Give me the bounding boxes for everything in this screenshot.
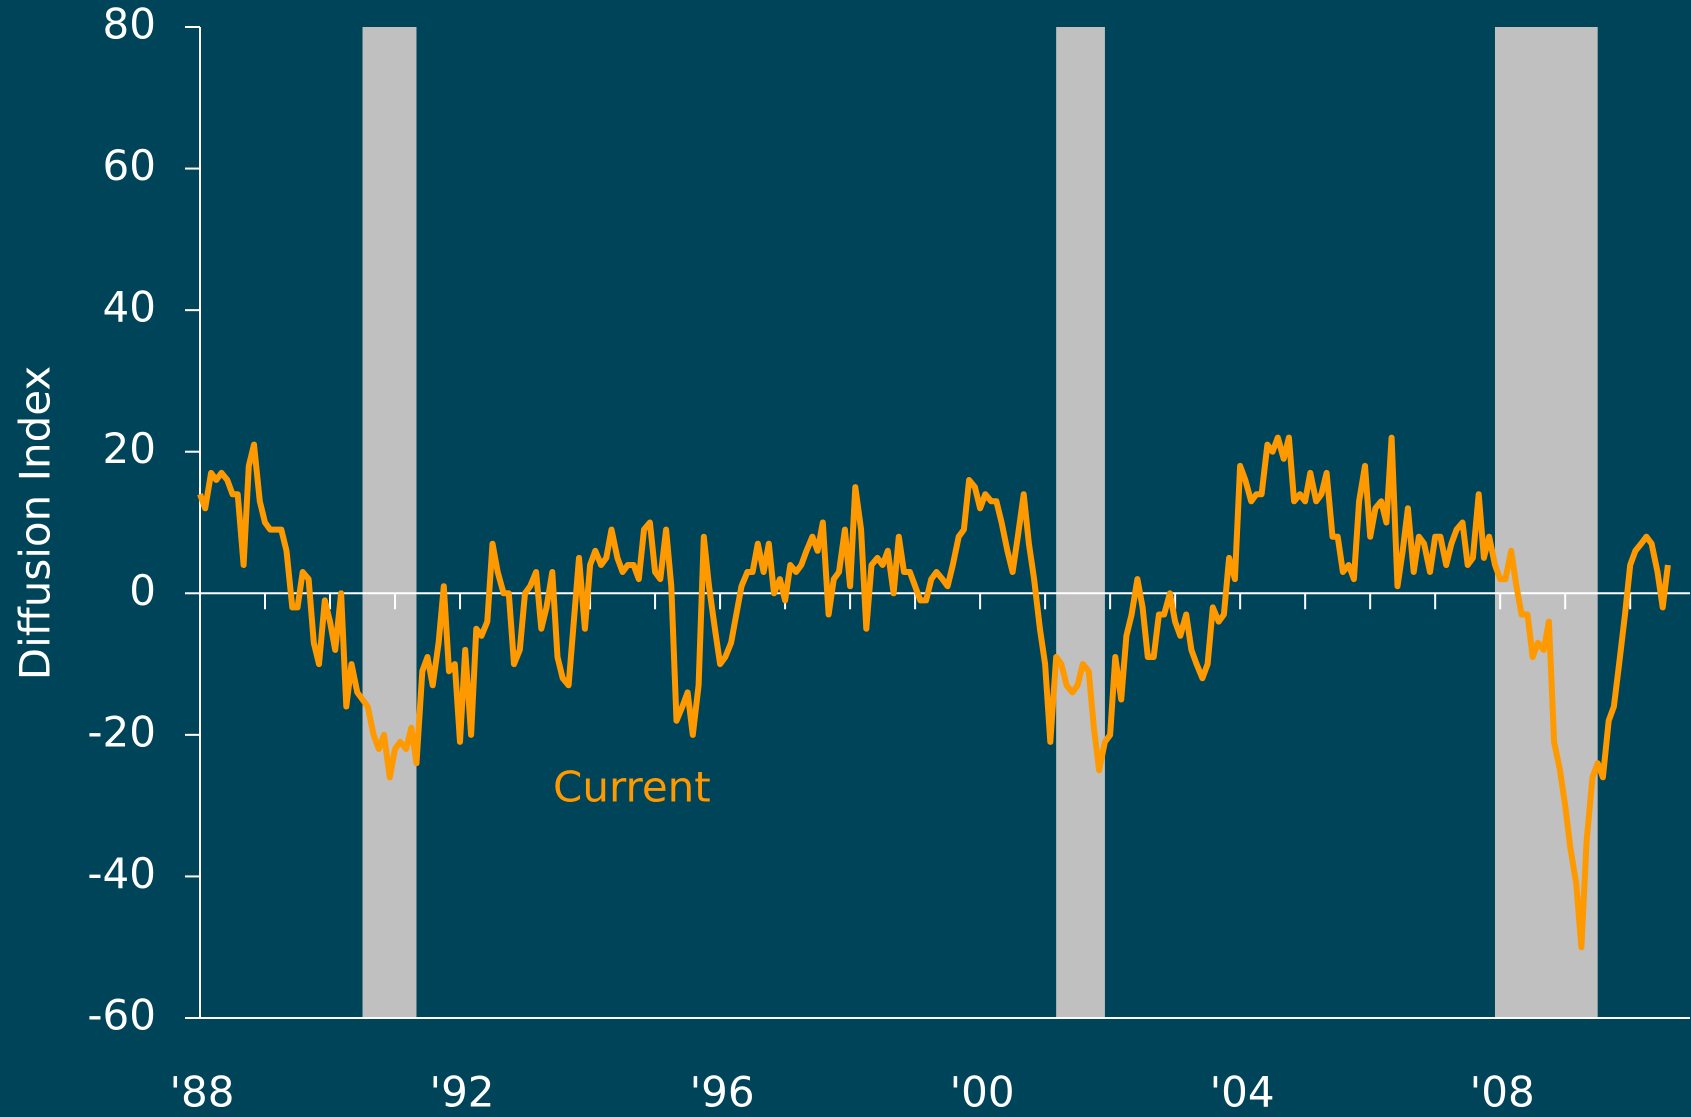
series-label: Current (553, 763, 711, 812)
y-tick-label: 60 (103, 141, 156, 190)
x-tick-label: '92 (430, 1068, 495, 1117)
series-line (197, 434, 1671, 951)
y-tick-label: 80 (103, 0, 156, 49)
y-tick-label: -60 (87, 991, 156, 1040)
y-tick-label: 40 (103, 283, 156, 332)
y-axis-label: Diffusion Index (11, 366, 60, 680)
shaded-period (1056, 27, 1105, 1018)
y-tick-label: 20 (103, 424, 156, 473)
x-tick-label: '88 (170, 1068, 235, 1117)
y-tick-label: -20 (87, 707, 156, 756)
y-tick-label: -40 (87, 849, 156, 898)
x-tick-label: '08 (1470, 1068, 1535, 1117)
y-tick-label: 0 (129, 566, 156, 615)
shaded-period (362, 27, 417, 1018)
x-tick-label: '96 (690, 1068, 755, 1117)
x-tick-label: '00 (950, 1068, 1015, 1117)
x-tick-label: '04 (1210, 1068, 1275, 1117)
shaded-period (1494, 27, 1598, 1018)
